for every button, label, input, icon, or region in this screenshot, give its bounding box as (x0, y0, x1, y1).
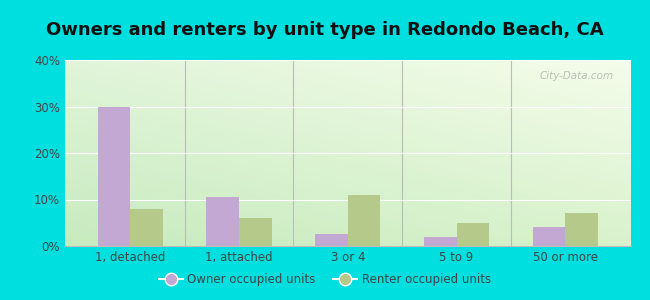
Bar (424, 237, 456, 246)
Bar (348, 195, 380, 246)
Legend: Owner occupied units, Renter occupied units: Owner occupied units, Renter occupied un… (154, 269, 496, 291)
Text: City-Data.com: City-Data.com (540, 71, 614, 81)
Bar (130, 209, 163, 246)
Bar (207, 197, 239, 246)
Bar (239, 218, 272, 246)
Bar (532, 227, 566, 246)
Bar (98, 106, 130, 246)
Bar (315, 234, 348, 246)
Bar (566, 214, 598, 246)
Text: Owners and renters by unit type in Redondo Beach, CA: Owners and renters by unit type in Redon… (46, 21, 604, 39)
Bar (456, 223, 489, 246)
